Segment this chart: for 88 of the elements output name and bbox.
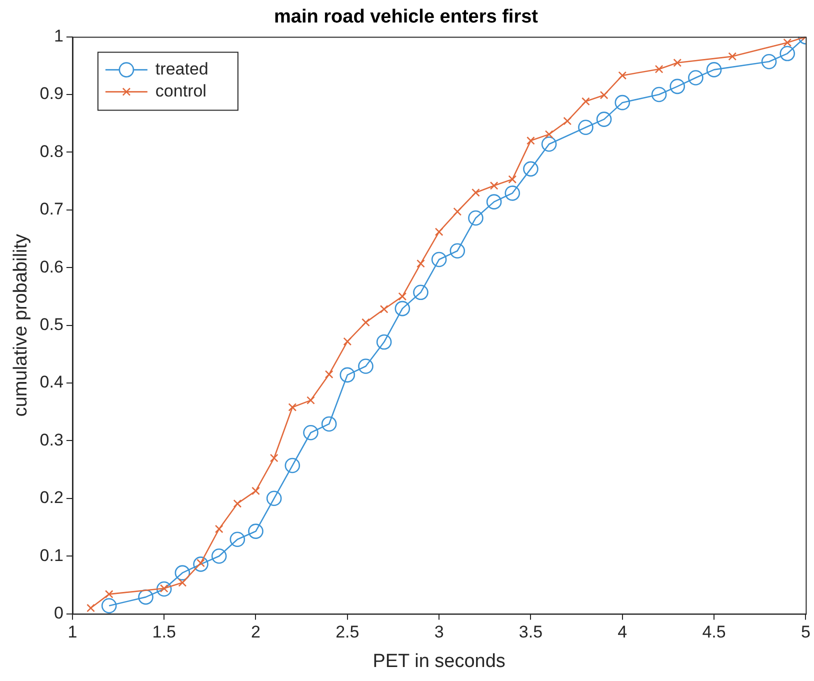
point bbox=[688, 70, 704, 86]
point bbox=[248, 524, 264, 539]
point bbox=[211, 548, 227, 564]
x-tick-label: 1.5 bbox=[152, 622, 176, 642]
y-tick-label: 0.2 bbox=[40, 488, 64, 508]
point bbox=[86, 604, 95, 612]
x-axis-title: PET in seconds bbox=[372, 650, 506, 672]
point bbox=[582, 97, 590, 106]
point bbox=[490, 181, 498, 190]
point bbox=[324, 370, 334, 379]
y-tick-label: 0.3 bbox=[40, 430, 64, 450]
point bbox=[306, 396, 315, 404]
point bbox=[413, 284, 428, 300]
chart-title: main road vehicle enters first bbox=[274, 6, 539, 28]
x-tick-label: 3 bbox=[434, 622, 444, 642]
legend-label: control bbox=[155, 81, 206, 100]
point bbox=[380, 304, 388, 314]
point bbox=[398, 292, 407, 301]
y-tick-label: 1 bbox=[54, 26, 64, 46]
x-tick-label: 2 bbox=[251, 622, 260, 642]
point bbox=[544, 130, 554, 138]
point bbox=[728, 52, 737, 61]
point bbox=[233, 499, 242, 508]
point bbox=[284, 458, 300, 474]
point bbox=[486, 194, 502, 210]
point bbox=[541, 136, 557, 152]
point bbox=[156, 581, 172, 597]
point bbox=[783, 38, 792, 47]
y-tick-label: 0.9 bbox=[40, 84, 64, 104]
y-tick-label: 0.1 bbox=[40, 546, 64, 565]
y-tick-label: 0.6 bbox=[40, 257, 64, 276]
point bbox=[434, 228, 444, 236]
x-tick-label: 5 bbox=[800, 622, 810, 642]
point bbox=[174, 565, 190, 580]
point bbox=[508, 175, 517, 184]
y-tick-label: 0.4 bbox=[40, 372, 64, 392]
point bbox=[178, 578, 187, 587]
point bbox=[472, 188, 480, 197]
point bbox=[673, 58, 682, 67]
point bbox=[654, 64, 664, 74]
point bbox=[394, 300, 410, 316]
point bbox=[523, 161, 538, 177]
point bbox=[526, 136, 535, 145]
x-tick-label: 1 bbox=[68, 622, 78, 642]
point bbox=[340, 367, 356, 383]
point bbox=[343, 337, 352, 346]
point bbox=[193, 556, 208, 572]
point bbox=[614, 94, 630, 110]
point bbox=[416, 259, 425, 268]
point bbox=[358, 358, 374, 374]
point bbox=[230, 532, 246, 548]
point bbox=[618, 71, 627, 80]
point bbox=[761, 54, 777, 70]
point bbox=[670, 78, 686, 94]
point bbox=[431, 252, 447, 268]
x-tick-label: 2.5 bbox=[336, 622, 360, 642]
point bbox=[321, 416, 337, 432]
point bbox=[303, 424, 318, 440]
y-axis-title: cumulative probability bbox=[10, 233, 32, 417]
point bbox=[138, 589, 154, 605]
point bbox=[651, 86, 667, 102]
point bbox=[450, 243, 466, 259]
point bbox=[468, 210, 484, 226]
x-tick-label: 4.5 bbox=[702, 622, 726, 642]
y-tick-label: 0.8 bbox=[40, 142, 64, 161]
point bbox=[270, 454, 278, 462]
point bbox=[104, 590, 114, 598]
y-tick-label: 0 bbox=[54, 603, 64, 622]
point bbox=[504, 186, 520, 201]
point bbox=[101, 598, 117, 614]
point bbox=[376, 334, 392, 350]
point bbox=[600, 90, 608, 100]
point bbox=[706, 62, 722, 78]
x-tick-label: 3.5 bbox=[518, 622, 543, 642]
y-tick-label: 0.7 bbox=[40, 200, 64, 219]
point bbox=[266, 490, 282, 506]
point bbox=[596, 112, 612, 127]
point bbox=[214, 524, 224, 534]
legend-label: treated bbox=[155, 59, 208, 78]
point bbox=[780, 46, 796, 62]
x-tick-label: 4 bbox=[618, 622, 628, 642]
point bbox=[578, 120, 594, 136]
point bbox=[563, 116, 572, 126]
point bbox=[453, 207, 462, 216]
point bbox=[362, 318, 370, 327]
point bbox=[252, 486, 260, 496]
point bbox=[288, 403, 297, 412]
y-tick-label: 0.5 bbox=[40, 314, 64, 334]
